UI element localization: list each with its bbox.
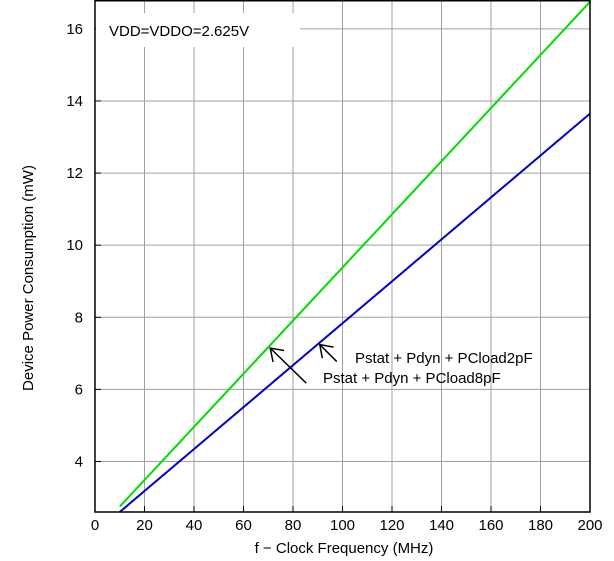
series-line-2 [119, 112, 591, 513]
x-tick-label: 20 [136, 517, 153, 534]
y-tick-label: 14 [66, 93, 83, 110]
annotation-2pf: Pstat + Pdyn + PCload2pF [355, 350, 533, 367]
grid [95, 0, 590, 512]
series-line-1 [119, 1, 591, 508]
x-tick-label: 160 [478, 517, 503, 534]
x-tick-label: 80 [285, 517, 302, 534]
arrow-8pf [269, 347, 307, 384]
series-lines [119, 1, 591, 513]
y-tick-label: 16 [66, 21, 83, 38]
y-axis-title: Device Power Consumption (mW) [20, 165, 37, 391]
x-tick-label: 100 [330, 517, 355, 534]
annotation-8pf: Pstat + Pdyn + PCload8pF [323, 370, 501, 387]
arrow-8pf-shaft [269, 347, 307, 384]
x-tick-label: 200 [577, 517, 602, 534]
annotation-arrows [269, 343, 338, 384]
arrow-2pf [318, 343, 338, 363]
y-tick-label: 8 [75, 309, 83, 326]
y-tick-label: 4 [75, 454, 83, 471]
x-tick-label: 60 [235, 517, 252, 534]
x-tick-label: 0 [91, 517, 99, 534]
x-tick-label: 140 [429, 517, 454, 534]
arrow-8pf-head [269, 347, 285, 363]
x-tick-label: 120 [379, 517, 404, 534]
condition-label-box [96, 13, 300, 47]
x-tick-label: 180 [528, 517, 553, 534]
arrow-2pf-head [318, 343, 334, 359]
condition-label: VDD=VDDO=2.625V [109, 23, 249, 40]
x-tick-label: 40 [186, 517, 203, 534]
y-tick-label: 10 [66, 237, 83, 254]
y-tick-label: 12 [66, 165, 83, 182]
y-tick-label: 6 [75, 381, 83, 398]
x-axis-title: f − Clock Frequency (MHz) [255, 540, 434, 557]
axis-ticks: 0 20 40 60 80 100 120 140 160 180 200 4 6 8 10 12 14 16 [66, 21, 602, 534]
arrow-2pf-shaft [319, 344, 338, 363]
